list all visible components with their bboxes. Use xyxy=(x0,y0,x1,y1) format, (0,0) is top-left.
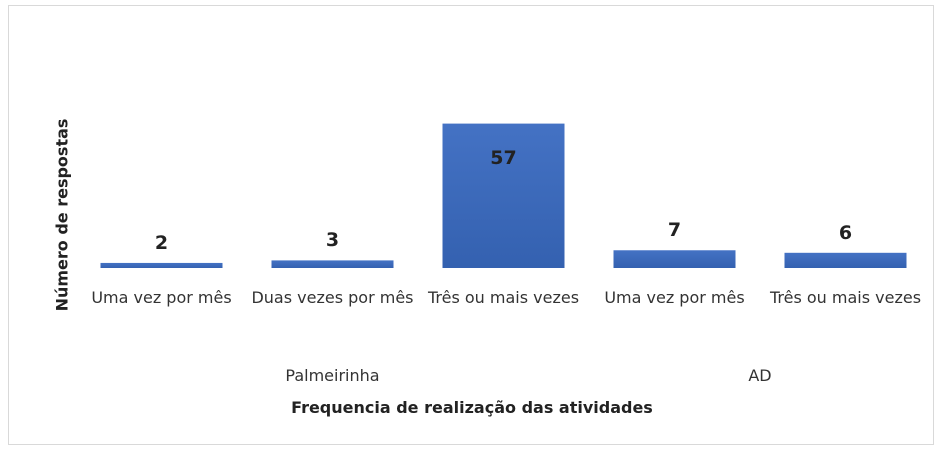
group-label: AD xyxy=(748,366,772,385)
x-axis-title: Frequencia de realização das atividades xyxy=(291,398,653,417)
value-label: 6 xyxy=(838,221,853,244)
y-axis-title: Número de respostas xyxy=(52,118,72,312)
bar xyxy=(784,252,907,268)
value-label: 2 xyxy=(154,231,169,254)
x-tick-label: Três ou mais vezes xyxy=(427,288,580,307)
x-tick-label: Duas vezes por mês xyxy=(251,288,414,307)
bar xyxy=(271,260,394,268)
x-tick-label: Uma vez por mês xyxy=(604,288,745,307)
value-label: 57 xyxy=(490,146,517,169)
x-tick-label: Uma vez por mês xyxy=(91,288,232,307)
value-label: 7 xyxy=(667,219,682,242)
group-label: Palmeirinha xyxy=(285,366,380,385)
chart-frame xyxy=(8,5,934,445)
x-tick-label: Três ou mais vezes xyxy=(769,288,922,307)
bar xyxy=(613,250,736,268)
bar xyxy=(442,123,565,268)
bar xyxy=(100,262,223,268)
value-label: 3 xyxy=(325,229,340,252)
